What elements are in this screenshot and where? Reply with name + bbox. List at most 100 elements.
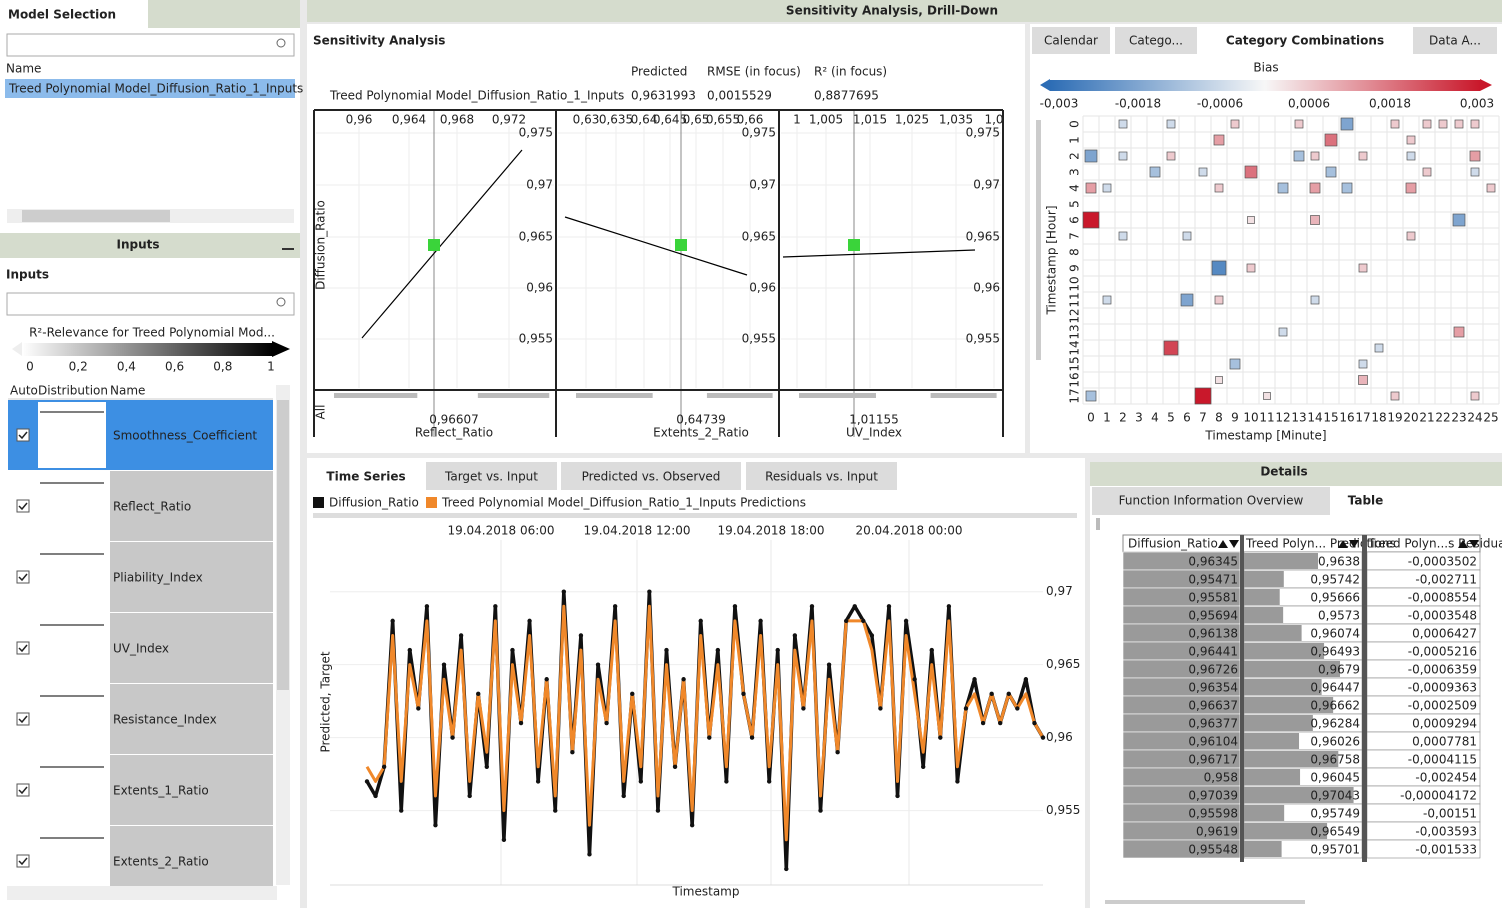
target-point xyxy=(416,706,421,711)
heatmap-cell xyxy=(1324,133,1338,147)
target-point xyxy=(869,633,875,638)
check-mark xyxy=(18,715,28,724)
x-tick-label: 15 xyxy=(1323,411,1338,425)
y-tick-label: 8 xyxy=(1068,248,1082,256)
cell-text: 0,9638 xyxy=(1318,555,1360,569)
tab[interactable] xyxy=(1201,27,1409,54)
scrollbar[interactable] xyxy=(1105,900,1305,904)
target-point xyxy=(963,706,969,711)
arrow xyxy=(1040,79,1050,91)
heatmap-cell xyxy=(1118,151,1128,161)
value-bar xyxy=(1244,607,1284,623)
search-box[interactable] xyxy=(6,292,295,316)
name-cell xyxy=(110,755,273,825)
focus-marker xyxy=(428,239,440,251)
y-tick-label: 0,965 xyxy=(1046,657,1080,671)
heatmap-cell xyxy=(1341,182,1353,194)
scrollbar[interactable] xyxy=(7,886,277,900)
x-tick-label: 0,645 xyxy=(653,113,687,127)
y-tick-label: 10 xyxy=(1068,276,1082,291)
target-point xyxy=(1040,735,1046,740)
checkbox[interactable] xyxy=(16,854,30,868)
checkbox[interactable] xyxy=(16,712,30,726)
tab[interactable] xyxy=(561,462,741,490)
x-tick-label: 20.04.2018 00:00 xyxy=(855,524,962,538)
cell-text: -0,0006359 xyxy=(1408,663,1477,677)
cell-text: 0,95598 xyxy=(1188,807,1238,821)
target-point xyxy=(630,691,635,697)
checkbox[interactable] xyxy=(16,570,30,584)
x-tick-label: 0,65 xyxy=(683,113,710,127)
value-bar xyxy=(1244,625,1302,641)
heatmap-cell xyxy=(1182,231,1192,241)
target-point xyxy=(407,647,412,653)
checkbox[interactable] xyxy=(16,428,30,442)
target-point xyxy=(501,837,507,842)
x-tick-label: 8 xyxy=(1215,411,1223,425)
tab-label: Catego... xyxy=(1129,34,1183,48)
x-tick-label: 18 xyxy=(1371,411,1386,425)
target-point xyxy=(775,647,780,653)
heatmap-cell xyxy=(1149,166,1161,178)
target-point xyxy=(698,618,703,624)
cell-text: -0,001533 xyxy=(1415,843,1477,857)
x-tick-label: 9 xyxy=(1231,411,1239,425)
tab[interactable] xyxy=(426,462,557,490)
tab[interactable] xyxy=(1115,27,1197,54)
scale-label: 0,6 xyxy=(165,360,184,374)
target-point xyxy=(510,647,515,653)
y-tick-label: 0,955 xyxy=(1046,803,1080,817)
checkbox[interactable] xyxy=(16,499,30,513)
x-tick-label: 14 xyxy=(1307,411,1322,425)
name-cell xyxy=(110,826,273,896)
checkbox[interactable] xyxy=(16,783,30,797)
tab[interactable] xyxy=(1413,27,1497,54)
heatmap-cell xyxy=(1309,182,1321,194)
tab[interactable] xyxy=(1333,487,1398,515)
target-point xyxy=(681,677,686,682)
scale-label: 1 xyxy=(267,360,275,374)
cell-text: 0,95471 xyxy=(1188,573,1238,587)
target-point xyxy=(980,720,986,726)
scrollbar[interactable] xyxy=(313,513,1077,518)
checkbox[interactable] xyxy=(16,641,30,655)
scroll-thumb[interactable] xyxy=(277,400,289,690)
scroll-thumb[interactable] xyxy=(22,210,170,222)
scale-label: 0 xyxy=(26,360,34,374)
y-tick-label: 9 xyxy=(1068,264,1082,272)
focus-value: 1,01155 xyxy=(849,413,899,427)
heatmap-cell xyxy=(1422,119,1432,129)
tab[interactable] xyxy=(746,462,897,490)
sort-icon[interactable] xyxy=(1458,540,1479,548)
target-point xyxy=(912,677,917,682)
target-point xyxy=(998,720,1003,726)
name-cell xyxy=(110,400,273,470)
tab[interactable] xyxy=(310,462,422,490)
tab[interactable] xyxy=(1032,27,1110,54)
target-point xyxy=(826,662,832,667)
target-point xyxy=(638,779,644,784)
sort-icon[interactable] xyxy=(1338,540,1359,548)
heatmap-cell xyxy=(1180,293,1194,307)
x-tick-label: 1 xyxy=(793,113,801,127)
tab[interactable] xyxy=(1092,487,1330,515)
target-point xyxy=(535,779,541,784)
x-tick-label: 16 xyxy=(1339,411,1354,425)
cell-text: -0,002454 xyxy=(1415,771,1477,785)
x-tick-label: 0 xyxy=(1087,411,1095,425)
y-tick-label: 13 xyxy=(1068,324,1082,339)
heatmap-cell xyxy=(1310,295,1320,305)
sort-icon[interactable] xyxy=(1218,540,1239,548)
selected-row[interactable] xyxy=(5,79,295,98)
search-box[interactable] xyxy=(6,33,295,57)
heatmap-cell xyxy=(1454,119,1464,129)
predicted-value: 0,9631993 xyxy=(631,89,696,103)
cell-text: 0,95666 xyxy=(1310,591,1360,605)
y-tick-label: 11 xyxy=(1068,292,1082,307)
legend-tick: 0,0018 xyxy=(1369,97,1411,111)
scrollbar[interactable] xyxy=(1036,120,1041,360)
target-point xyxy=(544,677,549,682)
input-name: UV_Index xyxy=(846,426,902,440)
cell-text: -0,0008554 xyxy=(1408,591,1477,605)
tab[interactable] xyxy=(0,0,148,28)
